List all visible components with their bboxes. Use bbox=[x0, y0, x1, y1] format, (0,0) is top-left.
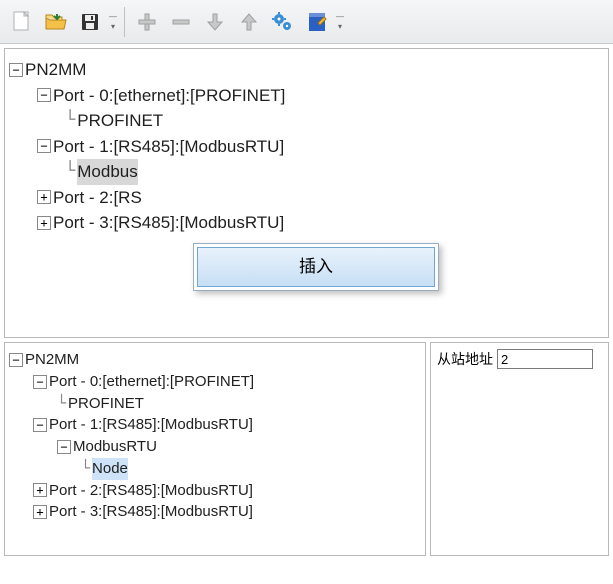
expand-icon[interactable]: + bbox=[33, 483, 47, 497]
bottom-tree-panel: − PN2MM − Port - 0:[ethernet]:[PROFINET]… bbox=[4, 342, 426, 556]
tree-label: Port - 0:[ethernet]:[PROFINET] bbox=[53, 83, 285, 109]
slave-address-input[interactable] bbox=[497, 349, 593, 369]
collapse-icon[interactable]: − bbox=[33, 375, 47, 389]
expand-icon[interactable]: + bbox=[37, 216, 51, 230]
plus-button[interactable] bbox=[131, 6, 163, 38]
collapse-icon[interactable]: − bbox=[33, 418, 47, 432]
bottom-row: − PN2MM − Port - 0:[ethernet]:[PROFINET]… bbox=[4, 342, 609, 556]
tree-port-2[interactable]: + Port - 2:[RS bbox=[9, 185, 604, 211]
tree-label: Port - 2:[RS485]:[ModbusRTU] bbox=[49, 480, 253, 502]
collapse-icon[interactable]: − bbox=[37, 139, 51, 153]
tree-port-0-child[interactable]: └ PROFINET bbox=[9, 393, 421, 415]
settings-button[interactable] bbox=[267, 6, 299, 38]
tree-port-2[interactable]: + Port - 2:[RS485]:[ModbusRTU] bbox=[9, 480, 421, 502]
minus-button[interactable] bbox=[165, 6, 197, 38]
tree-label: PROFINET bbox=[77, 108, 163, 134]
note-button[interactable] bbox=[301, 6, 333, 38]
property-panel: 从站地址 bbox=[430, 342, 609, 556]
top-tree-panel: − PN2MM − Port - 0:[ethernet]:[PROFINET]… bbox=[4, 48, 609, 338]
tree-label: Port - 0:[ethernet]:[PROFINET] bbox=[49, 371, 254, 393]
collapse-icon[interactable]: − bbox=[9, 63, 23, 77]
collapse-icon[interactable]: − bbox=[9, 353, 23, 367]
tree-node-selected[interactable]: └ Node bbox=[9, 458, 421, 480]
context-menu: 插入 bbox=[193, 243, 439, 291]
collapse-icon[interactable]: − bbox=[57, 440, 71, 454]
tree-label: PN2MM bbox=[25, 349, 79, 371]
arrow-down-button[interactable] bbox=[199, 6, 231, 38]
tree-port-1-child[interactable]: └ ModbusRTU bbox=[9, 159, 604, 185]
tree-port-0[interactable]: − Port - 0:[ethernet]:[PROFINET] bbox=[9, 83, 604, 109]
tree-port-3[interactable]: + Port - 3:[RS485]:[ModbusRTU] bbox=[9, 210, 604, 236]
tree-port-0-child[interactable]: └ PROFINET bbox=[9, 108, 604, 134]
toolbar: —▾ —▾ bbox=[0, 0, 613, 44]
save-button[interactable] bbox=[74, 6, 106, 38]
context-insert-item[interactable]: 插入 bbox=[197, 247, 435, 287]
toolbar-dropdown-2[interactable]: —▾ bbox=[335, 12, 345, 31]
collapse-icon[interactable]: − bbox=[37, 88, 51, 102]
slave-address-label: 从站地址 bbox=[437, 349, 493, 369]
tree-label: Port - 3:[RS485]:[ModbusRTU] bbox=[49, 501, 253, 523]
tree-label-selected: Modbus bbox=[77, 159, 137, 185]
tree-root[interactable]: − PN2MM bbox=[9, 349, 421, 371]
tree-root[interactable]: − PN2MM bbox=[9, 57, 604, 83]
tree-label: Port - 3:[RS485]:[ModbusRTU] bbox=[53, 210, 284, 236]
tree-port-1[interactable]: − Port - 1:[RS485]:[ModbusRTU] bbox=[9, 414, 421, 436]
toolbar-dropdown-1[interactable]: —▾ bbox=[108, 12, 118, 31]
tree-label: PROFINET bbox=[68, 393, 144, 415]
tree-port-3[interactable]: + Port - 3:[RS485]:[ModbusRTU] bbox=[9, 501, 421, 523]
arrow-up-button[interactable] bbox=[233, 6, 265, 38]
tree-connector-icon: └ bbox=[57, 393, 66, 415]
tree-connector-icon: └ bbox=[65, 108, 75, 134]
tree-port-0[interactable]: − Port - 0:[ethernet]:[PROFINET] bbox=[9, 371, 421, 393]
expand-icon[interactable]: + bbox=[33, 505, 47, 519]
tree-port-1[interactable]: − Port - 1:[RS485]:[ModbusRTU] bbox=[9, 134, 604, 160]
tree-label: Port - 2:[RS bbox=[53, 185, 142, 211]
tree-connector-icon: └ bbox=[65, 159, 75, 185]
tree-label-selected: Node bbox=[92, 458, 128, 480]
tree-label: Port - 1:[RS485]:[ModbusRTU] bbox=[49, 414, 253, 436]
toolbar-separator bbox=[124, 7, 125, 37]
slave-address-row: 从站地址 bbox=[437, 349, 602, 369]
tree-label: ModbusRTU bbox=[73, 436, 157, 458]
expand-icon[interactable]: + bbox=[37, 190, 51, 204]
tree-port-1-child[interactable]: − ModbusRTU bbox=[9, 436, 421, 458]
open-button[interactable] bbox=[40, 6, 72, 38]
context-item-label: 插入 bbox=[299, 257, 333, 276]
tree-label: Port - 1:[RS485]:[ModbusRTU] bbox=[53, 134, 284, 160]
tree-connector-icon: └ bbox=[81, 458, 90, 480]
tree-label: PN2MM bbox=[25, 57, 86, 83]
new-doc-button[interactable] bbox=[6, 6, 38, 38]
